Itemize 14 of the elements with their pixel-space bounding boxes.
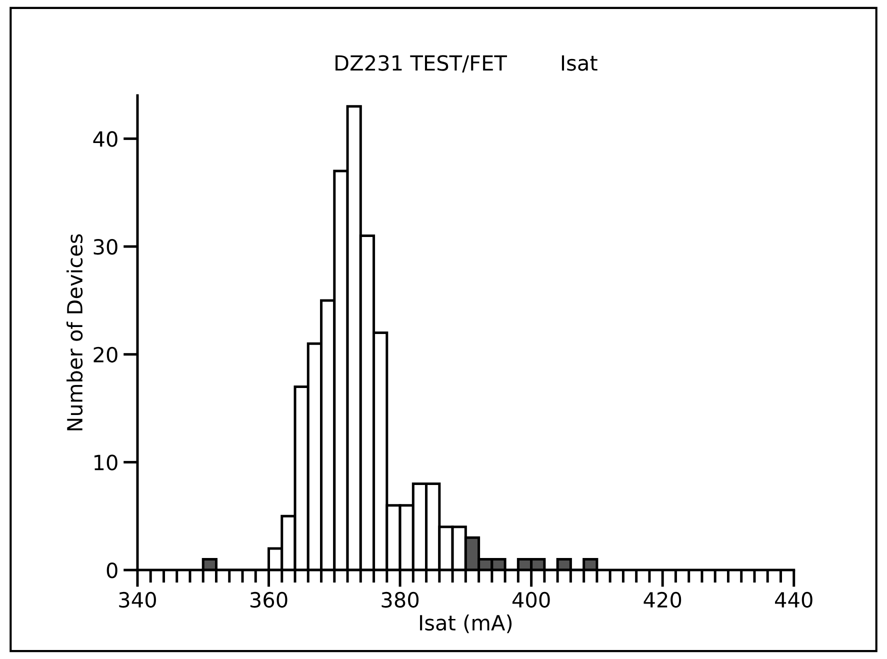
x-tick-label: 400 xyxy=(512,592,550,608)
y-tick-label: 10 xyxy=(94,454,118,470)
x-tick-label: 440 xyxy=(775,592,812,608)
y-tick-label: 0 xyxy=(106,562,118,578)
y-tick-label: 20 xyxy=(94,346,118,363)
x-tick-label: 420 xyxy=(644,592,682,608)
y-tick-label: 30 xyxy=(94,238,118,255)
x-tick-label: 380 xyxy=(382,592,419,608)
y-tick-label: 40 xyxy=(93,131,118,147)
chart-title: DZ231 TEST/FET Isat xyxy=(336,55,598,72)
y-axis-title: Number of Devices xyxy=(66,234,83,430)
x-tick-label: 360 xyxy=(250,592,288,608)
x-axis-title: Isat (mA) xyxy=(420,614,512,634)
x-tick-label: 340 xyxy=(119,592,156,608)
